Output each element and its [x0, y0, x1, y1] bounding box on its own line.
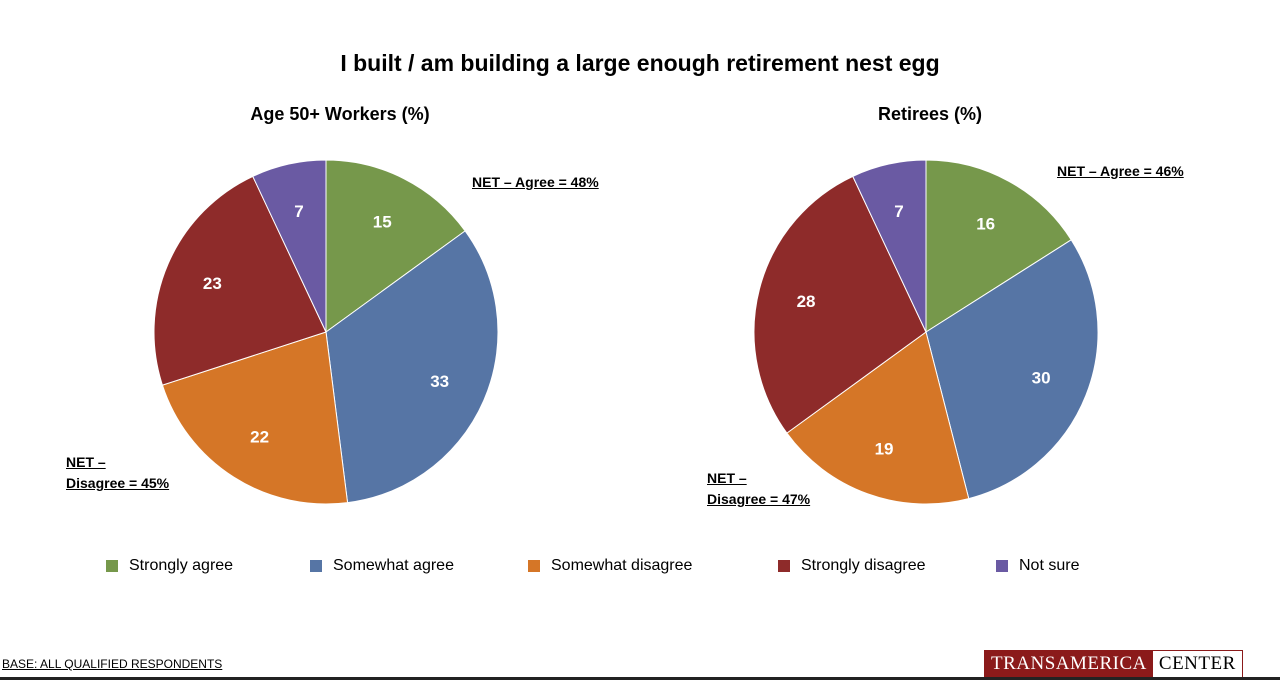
pie-label-somewhat-disagree: 19 — [875, 440, 894, 459]
legend-swatch-somewhat-disagree — [528, 560, 540, 572]
net-disagree-retirees-line2: Disagree = 47% — [707, 491, 811, 507]
pie-label-not-sure: 7 — [294, 202, 303, 221]
legend-label-somewhat-agree: Somewhat agree — [333, 557, 454, 574]
chart-title-workers: Age 50+ Workers (%) — [250, 104, 430, 124]
net-agree-retirees: NET – Agree = 46% — [1057, 163, 1184, 179]
pie-label-strongly-disagree: 28 — [797, 292, 816, 311]
pie-slice-strongly-agree — [325, 159, 466, 333]
pie-slice-not-sure — [852, 159, 927, 333]
pie-label-not-sure: 7 — [894, 202, 903, 221]
net-disagree-workers-line2: Disagree = 45% — [66, 475, 170, 491]
legend-label-strongly-agree: Strongly agree — [129, 557, 234, 574]
legend-item-somewhat-agree: Somewhat agree — [310, 557, 454, 575]
pie-label-somewhat-disagree: 22 — [250, 428, 269, 447]
legend-swatch-strongly-agree — [106, 560, 118, 572]
chart-title-retirees: Retirees (%) — [877, 104, 983, 124]
bottom-rule — [0, 677, 1280, 680]
base-note: BASE: ALL QUALIFIED RESPONDENTS — [2, 657, 223, 671]
pie-label-strongly-agree: 15 — [373, 213, 392, 232]
legend-label-somewhat-disagree: Somewhat disagree — [551, 557, 693, 574]
pie-slice-strongly-agree — [925, 159, 1072, 333]
logo-part-1: TRANSAMERICA — [985, 651, 1153, 677]
legend-swatch-not-sure — [996, 560, 1008, 572]
transamerica-logo: TRANSAMERICA CENTER — [984, 650, 1243, 678]
net-disagree-retirees-line1: NET – — [707, 470, 747, 486]
legend-label-strongly-disagree: Strongly disagree — [801, 557, 926, 574]
pie-slice-strongly-disagree — [153, 175, 327, 386]
pie-slice-not-sure — [252, 159, 327, 333]
legend-item-strongly-agree: Strongly agree — [106, 557, 233, 575]
legend-swatch-strongly-disagree — [778, 560, 790, 572]
pie-slice-strongly-disagree — [753, 175, 927, 434]
pie-slice-somewhat-agree — [325, 230, 499, 504]
pie-workers: 15 33 22 23 7 — [153, 159, 499, 505]
main-title: I built / am building a large enough ret… — [340, 50, 940, 76]
legend-swatch-somewhat-agree — [310, 560, 322, 572]
legend-item-not-sure: Not sure — [996, 557, 1079, 575]
net-disagree-workers-line1: NET – — [66, 454, 106, 470]
legend: Strongly agree Somewhat agree Somewhat d… — [0, 557, 1280, 577]
pie-slice-somewhat-disagree — [161, 331, 349, 505]
logo-part-2: CENTER — [1152, 651, 1242, 677]
net-disagree-workers: NET – Disagree = 45% — [66, 452, 169, 494]
legend-item-somewhat-disagree: Somewhat disagree — [528, 557, 692, 575]
pie-slice-somewhat-agree — [925, 239, 1099, 500]
net-agree-workers: NET – Agree = 48% — [472, 174, 599, 190]
net-disagree-retirees: NET – Disagree = 47% — [707, 468, 810, 510]
pie-label-somewhat-agree: 30 — [1032, 369, 1051, 388]
legend-label-not-sure: Not sure — [1019, 557, 1080, 574]
pie-label-strongly-agree: 16 — [976, 214, 995, 233]
pie-retirees: 16 30 19 28 7 — [753, 159, 1099, 505]
legend-item-strongly-disagree: Strongly disagree — [778, 557, 926, 575]
pie-label-somewhat-agree: 33 — [430, 372, 449, 391]
pie-label-strongly-disagree: 23 — [203, 274, 222, 293]
pie-slice-somewhat-disagree — [786, 331, 970, 505]
